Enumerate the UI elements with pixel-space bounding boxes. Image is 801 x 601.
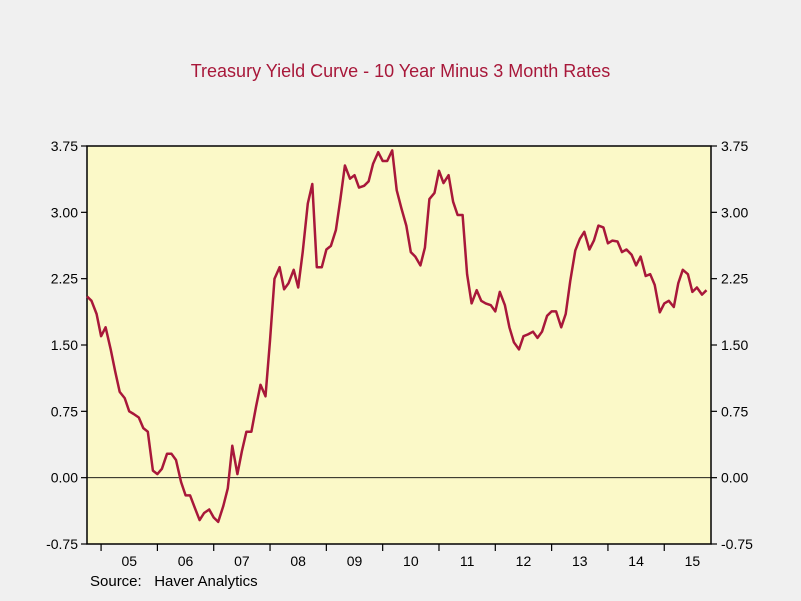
left-y-tick-label: -0.75 (46, 536, 78, 552)
right-y-tick-label: 1.50 (721, 337, 748, 353)
x-axis: 05 06 07 08 09 10 11 12 13 14 15 (100, 544, 701, 569)
left-y-axis: 3.75 3.00 2.25 1.50 0.75 0.00 -0.75 (46, 138, 87, 552)
x-tick-label: 15 (685, 553, 701, 569)
x-tick-label: 14 (628, 553, 644, 569)
x-tick-label: 08 (290, 553, 306, 569)
x-tick-label: 09 (347, 553, 363, 569)
right-y-axis: 3.75 3.00 2.25 1.50 0.75 0.00 -0.75 (711, 138, 753, 552)
x-tick-label: 13 (572, 553, 588, 569)
x-tick-label: 07 (234, 553, 250, 569)
right-y-tick-label: 3.75 (721, 138, 748, 154)
x-tick-label: 10 (403, 553, 419, 569)
right-y-tick-label: 3.00 (721, 204, 748, 220)
x-tick-label: 11 (460, 553, 475, 569)
left-y-tick-label: 3.75 (51, 138, 78, 154)
right-y-tick-label: 0.00 (721, 470, 748, 486)
left-y-tick-label: 0.00 (51, 470, 78, 486)
series-line (86, 149, 708, 524)
left-y-tick-label: 2.25 (51, 271, 78, 287)
right-y-tick-label: -0.75 (721, 536, 753, 552)
chart-title: Treasury Yield Curve - 10 Year Minus 3 M… (190, 61, 611, 81)
left-y-tick-label: 3.00 (51, 204, 78, 220)
x-tick-label: 12 (516, 553, 532, 569)
x-tick-label: 06 (178, 553, 194, 569)
source-note: Source: Haver Analytics (90, 573, 258, 590)
right-y-tick-label: 2.25 (721, 271, 748, 287)
left-y-tick-label: 0.75 (51, 403, 78, 419)
x-tick-label: 05 (121, 553, 137, 569)
left-y-tick-label: 1.50 (51, 337, 78, 353)
right-y-tick-label: 0.75 (721, 403, 748, 419)
